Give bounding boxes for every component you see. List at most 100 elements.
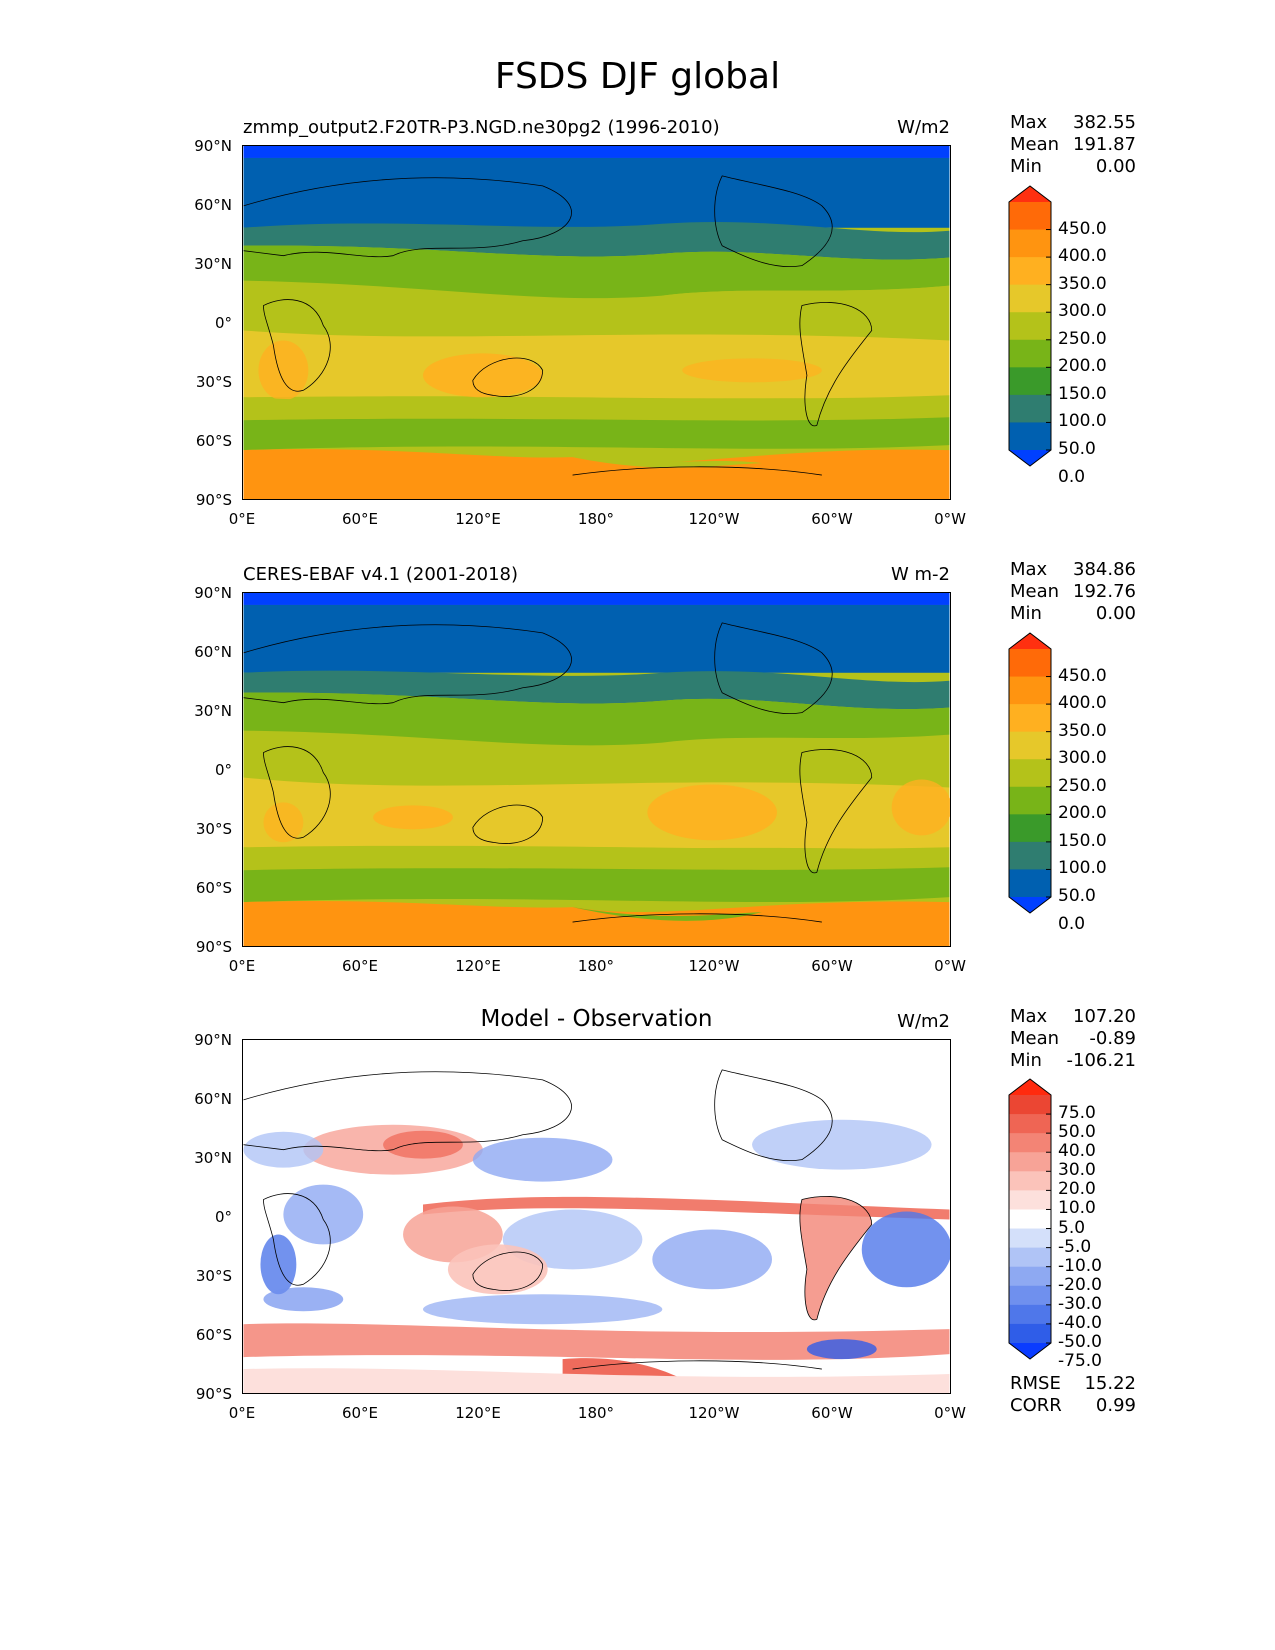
stat-value: 384.86 xyxy=(1073,559,1136,580)
lat-tick-label: 30°N xyxy=(194,1149,232,1167)
colorbar-tick-label: 150.0 xyxy=(1058,830,1107,851)
colorbar-tick-label: 5.0 xyxy=(1058,1217,1086,1238)
colorbar-segment xyxy=(1009,1266,1051,1287)
colorbar-tick-label: -5.0 xyxy=(1058,1236,1092,1257)
stat-value: -0.89 xyxy=(1089,1028,1136,1049)
stats-box: Max 382.55 Mean 191.87 Min 0.00 xyxy=(1010,112,1136,178)
colorbar-tick-label: 200.0 xyxy=(1058,803,1107,824)
colorbar-segment xyxy=(1009,1114,1051,1134)
colorbar-segment xyxy=(1009,257,1051,286)
units-label: W m-2 xyxy=(890,564,950,585)
colorbar-tick-label: 450.0 xyxy=(1058,218,1107,239)
lon-tick-label: 0°E xyxy=(228,510,256,528)
colorbar-tick-label: 350.0 xyxy=(1058,720,1107,741)
lon-tick-label: 60°W xyxy=(811,1404,853,1422)
colorbar-segment xyxy=(1009,676,1051,705)
panel-title: zmmp_output2.F20TR-P3.NGD.ne30pg2 (1996-… xyxy=(243,117,720,138)
colorbar-segment xyxy=(1009,1152,1051,1172)
colorbar-extend-max xyxy=(1009,633,1051,649)
colorbar-segment xyxy=(1009,1247,1051,1268)
lon-tick-label: 120°E xyxy=(455,510,501,528)
lat-tick-label: 0° xyxy=(214,1208,232,1226)
colorbar-tick-label: 0.0 xyxy=(1058,913,1086,934)
lat-tick-label: 30°S xyxy=(195,373,232,391)
stat-label: Min xyxy=(1010,156,1042,177)
stats-box: Max 384.86 Mean 192.76 Min 0.00 xyxy=(1010,559,1136,625)
colorbar-tick-label: 250.0 xyxy=(1058,328,1107,349)
lon-tick-label: 120°W xyxy=(688,1404,740,1422)
colorbar-tick-label: 300.0 xyxy=(1058,301,1107,322)
colorbar-tick-label: 50.0 xyxy=(1058,886,1096,906)
lat-tick-label: 90°S xyxy=(195,1385,232,1403)
stat-label: Min xyxy=(1010,603,1042,624)
colorbar-segment xyxy=(1009,202,1051,231)
stat-value: 0.99 xyxy=(1095,1395,1136,1416)
lat-tick-label: 30°S xyxy=(195,820,232,838)
colorbar-tick-label: 450.0 xyxy=(1058,665,1107,686)
colorbar-segment xyxy=(1009,394,1051,423)
stat-value: 382.55 xyxy=(1073,112,1136,133)
lon-tick-label: 60°E xyxy=(341,510,379,528)
colorbar-segment xyxy=(1009,339,1051,368)
colorbar-tick-label: 150.0 xyxy=(1058,383,1107,404)
lat-tick-label: 90°N xyxy=(194,584,232,602)
stat-value: -106.21 xyxy=(1066,1050,1136,1071)
colorbar-tick-label: -10.0 xyxy=(1058,1255,1102,1276)
lat-tick-label: 60°S xyxy=(195,432,232,450)
stat-value: 0.00 xyxy=(1095,156,1136,177)
lon-tick-label: 60°E xyxy=(341,957,379,975)
colorbar-segment xyxy=(1009,1285,1051,1306)
colorbar-segment xyxy=(1009,841,1051,870)
colorbar-segment xyxy=(1009,1209,1051,1230)
lon-tick-label: 60°W xyxy=(811,510,853,528)
stat-label: Mean xyxy=(1010,581,1060,602)
units-label: W/m2 xyxy=(897,1011,950,1032)
lat-tick-label: 30°N xyxy=(194,255,232,273)
colorbar-segment xyxy=(1009,284,1051,313)
colorbar-segment xyxy=(1009,312,1051,341)
stat-value: 0.00 xyxy=(1095,603,1136,624)
colorbar-segment xyxy=(1009,1304,1051,1325)
colorbar-graphic xyxy=(1008,1078,1052,1360)
colorbar-tick-label: -75.0 xyxy=(1058,1351,1102,1372)
stat-value: 15.22 xyxy=(1084,1373,1136,1394)
colorbar-tick-label: -50.0 xyxy=(1058,1332,1102,1352)
panel-title: Model - Observation xyxy=(480,1006,713,1032)
colorbar-extend-min xyxy=(1009,897,1051,913)
lon-tick-label: 180° xyxy=(577,1404,615,1422)
lon-tick-label: 60°E xyxy=(341,1404,379,1422)
colorbar-tick-label: 50.0 xyxy=(1058,1122,1096,1143)
colorbar-tick-label: 10.0 xyxy=(1058,1198,1096,1219)
colorbar-extend-max xyxy=(1009,1079,1051,1095)
colorbar-segment xyxy=(1009,1095,1051,1115)
map-plot xyxy=(242,592,951,947)
lon-tick-label: 180° xyxy=(577,510,615,528)
colorbar-segment xyxy=(1009,704,1051,733)
stat-label: Max xyxy=(1010,1006,1048,1027)
lon-tick-label: 120°E xyxy=(455,957,501,975)
lat-tick-label: 60°S xyxy=(195,1326,232,1344)
colorbar-tick-label: 400.0 xyxy=(1058,246,1107,267)
colorbar-tick-label: -40.0 xyxy=(1058,1312,1102,1333)
stat-value: 192.76 xyxy=(1073,581,1136,602)
stat-value: 107.20 xyxy=(1073,1006,1136,1027)
lon-tick-label: 0°W xyxy=(934,957,966,975)
lat-tick-label: 60°N xyxy=(194,643,232,661)
colorbar-tick-label: 0.0 xyxy=(1058,466,1086,487)
lat-tick-label: 60°S xyxy=(195,879,232,897)
lat-tick-label: 90°N xyxy=(194,1031,232,1049)
colorbar-tick-label: -30.0 xyxy=(1058,1293,1102,1314)
colorbar-tick-label: 40.0 xyxy=(1058,1141,1096,1162)
colorbar-segment xyxy=(1009,422,1051,451)
lon-tick-label: 180° xyxy=(577,957,615,975)
colorbar-tick-label: 75.0 xyxy=(1058,1103,1096,1124)
stat-value: 191.87 xyxy=(1073,134,1136,155)
colorbar-segment xyxy=(1009,229,1051,258)
colorbar-segment xyxy=(1009,649,1051,678)
colorbar-tick-label: 200.0 xyxy=(1058,356,1107,377)
error-stats-box: RMSE 15.22 CORR 0.99 xyxy=(1010,1373,1136,1417)
colorbar-segment xyxy=(1009,869,1051,898)
lat-tick-label: 90°S xyxy=(195,491,232,509)
colorbar-tick-label: 250.0 xyxy=(1058,775,1107,796)
colorbar-tick-label: 20.0 xyxy=(1058,1179,1096,1200)
